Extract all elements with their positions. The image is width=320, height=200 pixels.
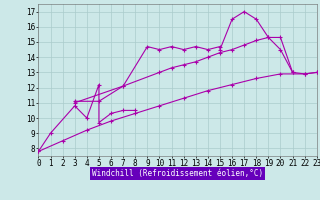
X-axis label: Windchill (Refroidissement éolien,°C): Windchill (Refroidissement éolien,°C) bbox=[92, 169, 263, 178]
